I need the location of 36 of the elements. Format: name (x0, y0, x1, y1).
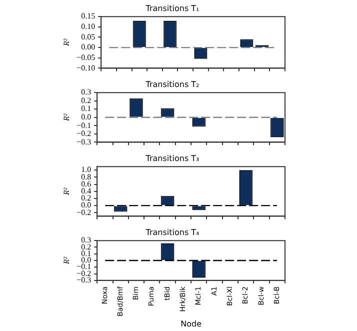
y-tick-label: −0.1 (76, 120, 92, 130)
y-tick-label: 0.2 (81, 96, 92, 105)
y-tick-label: 0.6 (81, 179, 92, 188)
y-axis-title: R² (62, 38, 71, 48)
y-tick-label: 0.4 (81, 186, 92, 196)
y-tick-label: 0.0 (81, 112, 92, 122)
y-tick-label: 0.3 (81, 88, 92, 97)
y-tick-label: 0.1 (81, 104, 92, 114)
y-tick-label: −0.10 (76, 63, 96, 72)
y-tick-label: −0.2 (76, 268, 92, 278)
y-tick-label: −0.2 (76, 129, 92, 138)
y-tick-label: −0.3 (76, 276, 92, 285)
y-tick-label: 0.2 (81, 194, 92, 203)
y-tick-label: 0.0 (81, 200, 92, 210)
y-tick-label: 0.1 (81, 248, 92, 258)
chart-title: Transitions T₁ (144, 4, 200, 13)
y-tick-label: 0.05 (81, 32, 96, 42)
chart-title: Transitions T₂ (144, 80, 200, 89)
chart-title: Transitions T₄ (144, 228, 200, 237)
y-tick-label: −0.1 (76, 262, 92, 272)
y-tick-label: 0.15 (81, 12, 96, 21)
y-axis-title: R² (62, 256, 71, 266)
y-tick-label: 0.10 (81, 22, 96, 32)
y-tick-label: 1.0 (81, 165, 92, 174)
chart-title: Transitions T₃ (144, 154, 200, 163)
y-tick-label: 0.3 (81, 236, 92, 245)
y-tick-label: 0.0 (81, 256, 92, 265)
y-tick-label: 0.8 (81, 172, 92, 182)
y-tick-label: −0.2 (76, 208, 92, 217)
y-axis-title: R² (62, 187, 71, 196)
x-axis-title: Node (180, 319, 202, 328)
y-tick-label: −0.3 (76, 137, 92, 146)
y-tick-label: −0.05 (76, 52, 96, 62)
y-tick-label: 0.2 (81, 242, 92, 252)
y-axis-title: R² (62, 113, 71, 122)
y-tick-label: 0.00 (81, 42, 96, 52)
